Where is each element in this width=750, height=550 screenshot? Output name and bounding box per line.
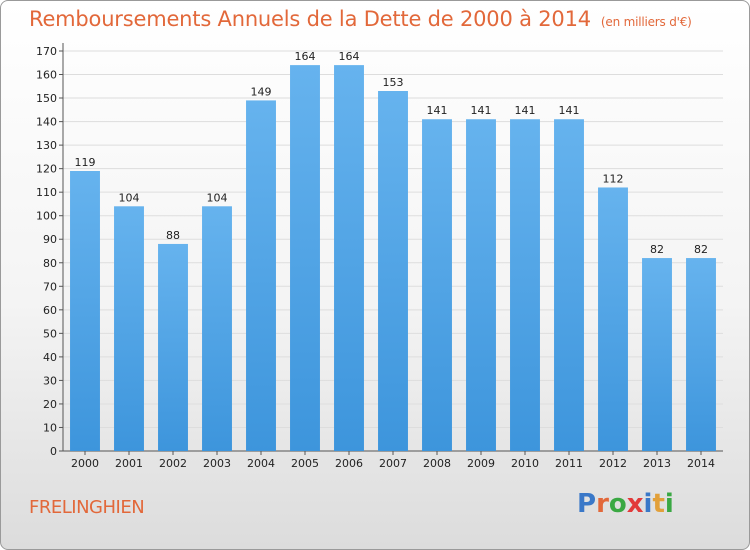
bar: [158, 243, 188, 451]
x-tick-label: 2009: [467, 457, 495, 470]
y-tick-label: 90: [43, 233, 57, 246]
bar: [554, 119, 584, 451]
y-tick-label: 150: [36, 92, 57, 105]
x-tick-label: 2013: [643, 457, 671, 470]
x-tick-label: 2000: [71, 457, 99, 470]
logo-letter: r: [596, 489, 609, 519]
y-tick-label: 100: [36, 210, 57, 223]
y-tick-label: 80: [43, 257, 57, 270]
bar: [686, 258, 716, 451]
logo-letter: P: [577, 489, 597, 519]
data-label: 149: [251, 85, 272, 98]
y-tick-label: 140: [36, 116, 57, 129]
place-name: FRELINGHIEN: [29, 497, 145, 518]
x-tick-label: 2007: [379, 457, 407, 470]
logo-letter: t: [652, 489, 665, 519]
data-label: 164: [295, 50, 316, 63]
y-tick-label: 60: [43, 304, 57, 317]
logo-letter: x: [626, 489, 644, 519]
x-tick-label: 2004: [247, 457, 275, 470]
x-tick-label: 2008: [423, 457, 451, 470]
bar: [598, 187, 628, 451]
y-tick-label: 0: [50, 445, 57, 458]
y-tick-label: 120: [36, 163, 57, 176]
data-label: 153: [383, 76, 404, 89]
y-tick-label: 40: [43, 351, 57, 364]
data-label: 82: [694, 243, 708, 256]
chart-title-text: Remboursements Annuels de la Dette de 20…: [29, 7, 591, 31]
data-label: 104: [119, 191, 140, 204]
bar: [290, 65, 320, 451]
bar: [378, 91, 408, 451]
y-tick-label: 50: [43, 327, 57, 340]
logo-letter: o: [608, 489, 627, 519]
bar: [202, 206, 232, 451]
data-label: 141: [559, 104, 580, 117]
data-label: 141: [471, 104, 492, 117]
bar: [114, 206, 144, 451]
bar: [422, 119, 452, 451]
x-tick-label: 2006: [335, 457, 363, 470]
chart-title: Remboursements Annuels de la Dette de 20…: [29, 7, 692, 31]
data-label: 104: [207, 191, 228, 204]
y-tick-label: 10: [43, 421, 57, 434]
data-label: 141: [515, 104, 536, 117]
x-tick-label: 2014: [687, 457, 715, 470]
x-tick-label: 2011: [555, 457, 583, 470]
x-tick-label: 2003: [203, 457, 231, 470]
logo-letter: i: [664, 489, 674, 519]
y-tick-label: 130: [36, 139, 57, 152]
data-label: 141: [427, 104, 448, 117]
proxiti-logo: Proxiti: [577, 489, 674, 519]
data-label: 119: [75, 156, 96, 169]
y-tick-label: 170: [36, 45, 57, 58]
bar: [334, 65, 364, 451]
chart-unit: (en milliers d'€): [600, 15, 692, 29]
bar: [510, 119, 540, 451]
y-tick-label: 20: [43, 398, 57, 411]
y-tick-label: 30: [43, 374, 57, 387]
bar: [246, 100, 276, 451]
bar: [70, 171, 100, 451]
y-tick-label: 70: [43, 280, 57, 293]
bar: [466, 119, 496, 451]
x-tick-label: 2001: [115, 457, 143, 470]
data-label: 164: [339, 50, 360, 63]
data-label: 82: [650, 243, 664, 256]
y-tick-label: 160: [36, 69, 57, 82]
y-tick-label: 110: [36, 186, 57, 199]
x-tick-label: 2002: [159, 457, 187, 470]
data-label: 112: [603, 172, 624, 185]
logo-letter: i: [643, 489, 653, 519]
bar: [642, 258, 672, 451]
x-tick-label: 2012: [599, 457, 627, 470]
x-tick-label: 2010: [511, 457, 539, 470]
x-tick-label: 2005: [291, 457, 319, 470]
data-label: 88: [166, 229, 180, 242]
